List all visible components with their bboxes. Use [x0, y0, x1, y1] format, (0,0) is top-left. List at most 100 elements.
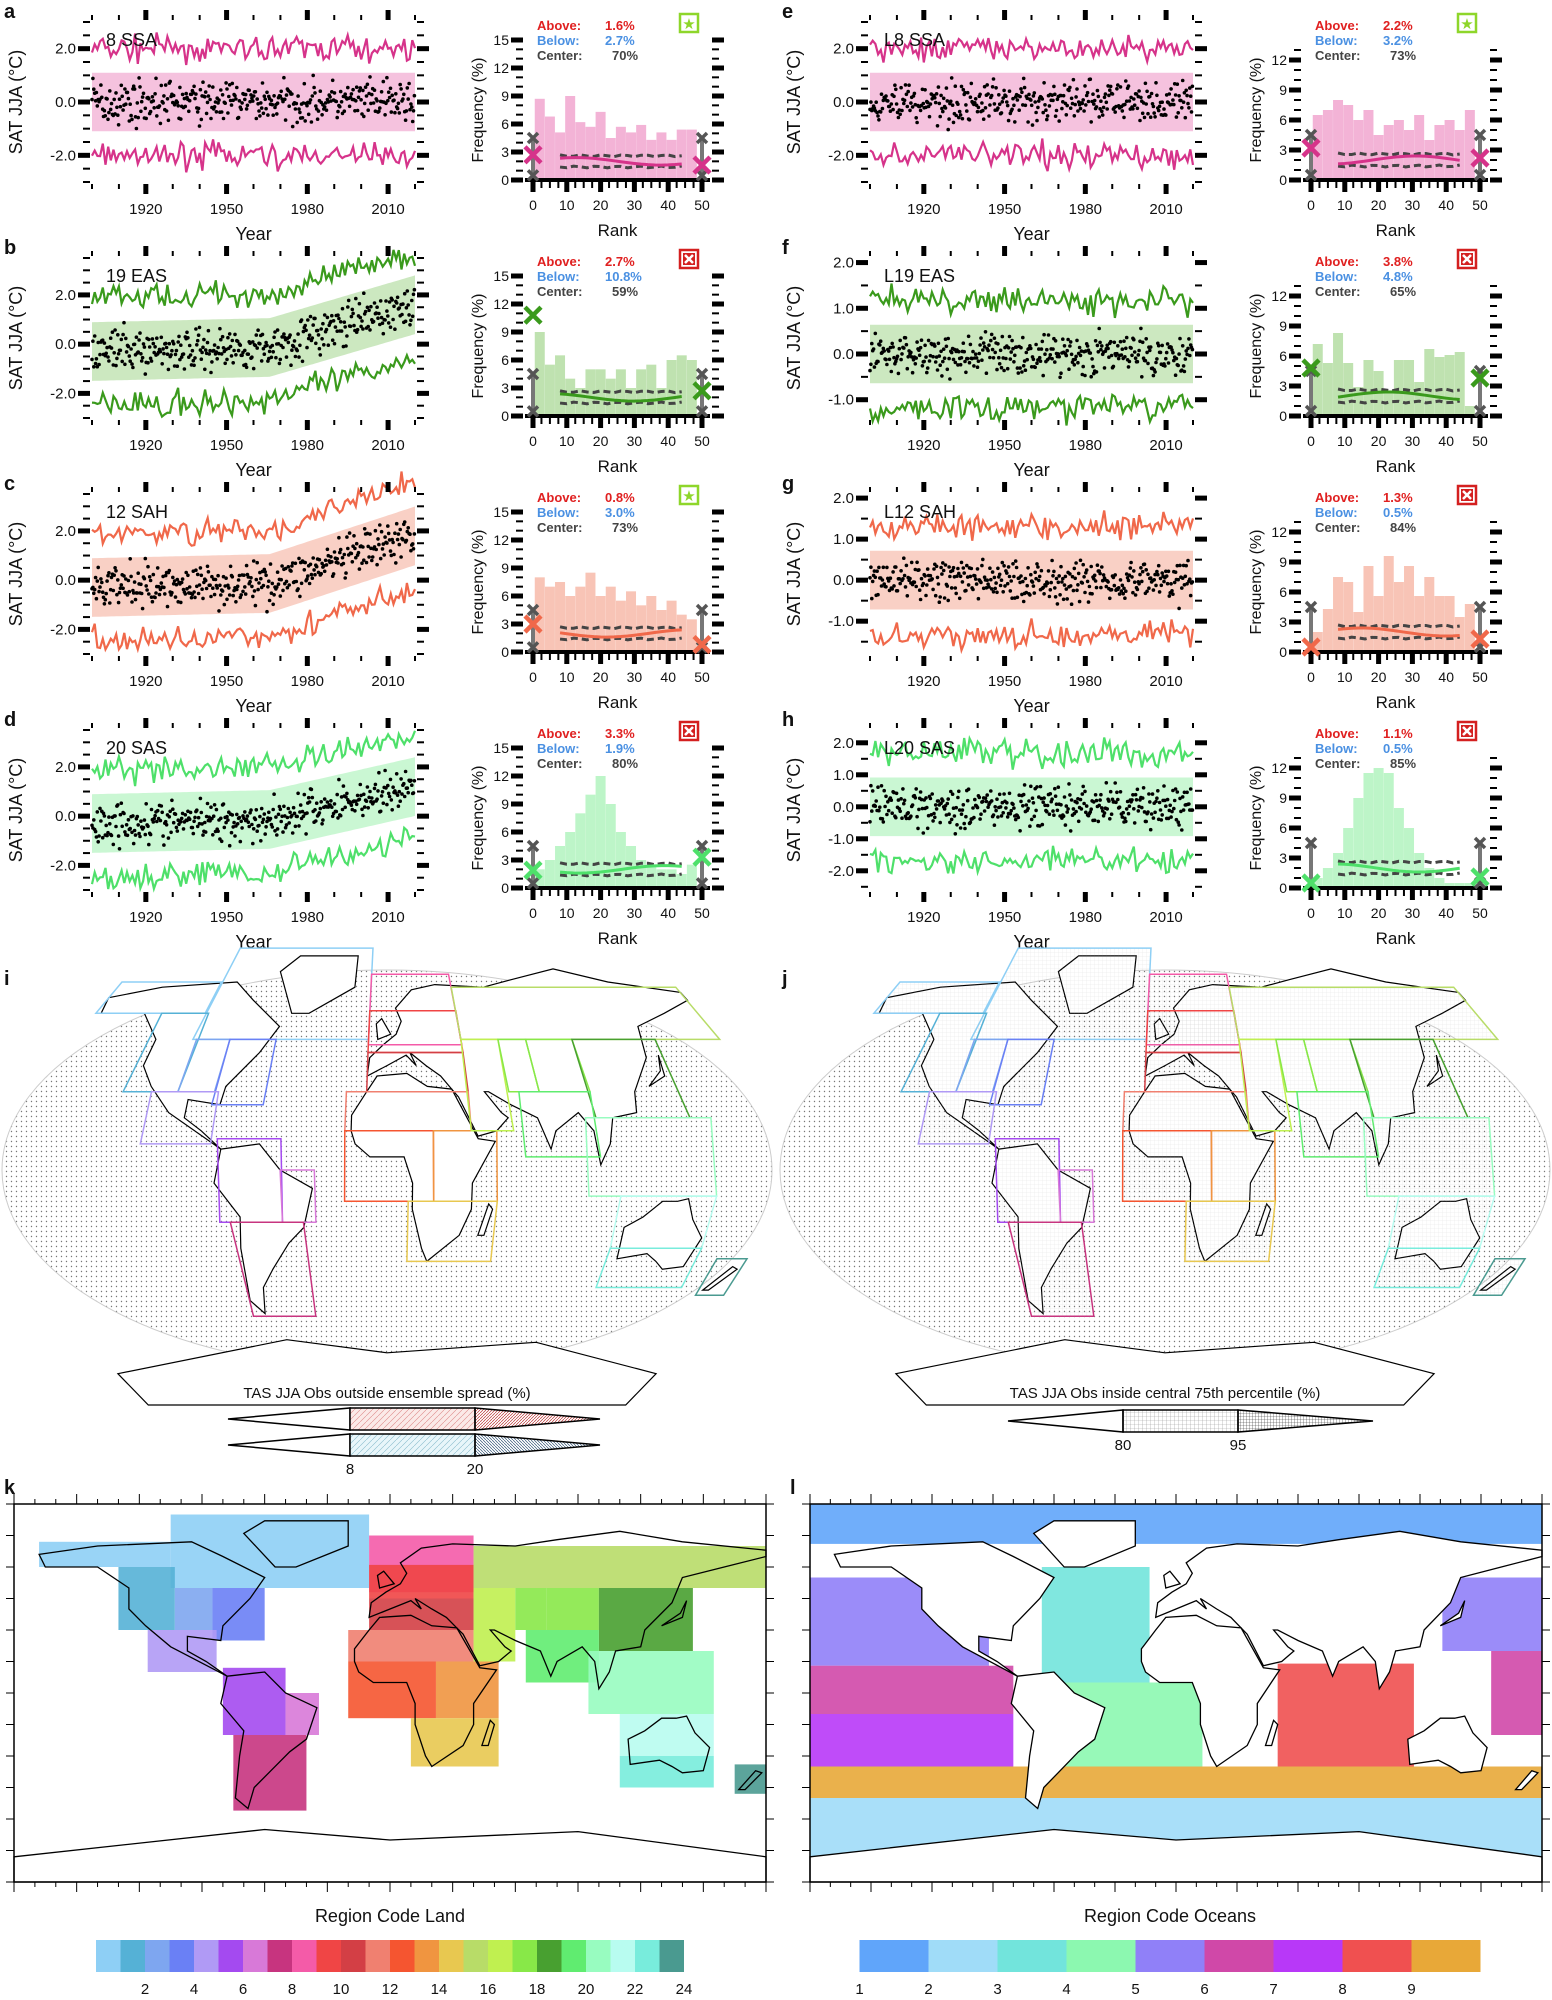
obs-point	[1097, 326, 1101, 331]
obs-point	[1062, 795, 1067, 799]
region-code-cell	[810, 1665, 1014, 1714]
obs-point	[300, 809, 305, 814]
obs-point	[1037, 99, 1041, 103]
obs-point	[346, 305, 350, 309]
obs-point	[932, 567, 936, 571]
obs-point	[904, 92, 909, 97]
rank-bar	[1434, 878, 1445, 888]
obs-point	[146, 361, 150, 365]
obs-point	[884, 794, 888, 799]
obs-point	[203, 90, 208, 94]
y-axis-label: SAT JJA (°C)	[784, 522, 804, 627]
model-range-marker	[1473, 404, 1487, 418]
obs-point	[1032, 591, 1037, 595]
obs-point	[1085, 90, 1090, 95]
obs-point	[1078, 558, 1083, 563]
obs-point	[1126, 578, 1131, 583]
obs-point	[275, 101, 280, 105]
obs-point	[1155, 796, 1159, 800]
y-tick-label: 6	[1279, 112, 1287, 128]
obs-point	[886, 349, 891, 353]
obs-point	[921, 581, 926, 586]
obs-point	[1031, 584, 1036, 588]
obs-point	[1042, 796, 1046, 800]
obs-point	[875, 110, 879, 115]
obs-point	[923, 574, 927, 578]
obs-point	[367, 555, 371, 559]
obs-point	[1066, 807, 1070, 811]
obs-point	[194, 568, 198, 572]
obs-point	[272, 593, 276, 597]
obs-point	[946, 336, 950, 341]
colorbar-tick-label: 3	[993, 1981, 1001, 1998]
rank-bar	[1312, 115, 1323, 180]
obs-point	[193, 595, 197, 600]
obs-point	[1148, 576, 1153, 580]
obs-point	[136, 823, 140, 827]
obs-point	[396, 101, 401, 106]
obs-point	[112, 97, 116, 102]
obs-point	[179, 600, 183, 605]
obs-point	[406, 790, 411, 795]
y-tick-label: 9	[1279, 318, 1287, 334]
obs-point	[1084, 571, 1088, 575]
obs-point	[1148, 348, 1152, 353]
x-tick-label: 10	[559, 905, 575, 921]
obs-point	[1073, 357, 1077, 362]
obs-point	[248, 99, 252, 104]
obs-point	[344, 795, 348, 799]
obs-point	[1132, 103, 1137, 107]
obs-point	[902, 346, 906, 350]
obs-point	[1141, 786, 1146, 790]
ensemble-upper-dashed	[559, 861, 682, 867]
obs-point	[409, 102, 413, 106]
obs-point	[271, 807, 276, 812]
obs-point	[309, 120, 314, 124]
obs-point	[177, 822, 181, 827]
obs-point	[273, 330, 277, 334]
colorbar-swatch	[316, 1940, 341, 1972]
obs-point	[1057, 574, 1061, 578]
obs-point	[1073, 102, 1077, 107]
obs-point	[1064, 804, 1069, 808]
obs-point	[399, 777, 403, 781]
obs-point	[251, 366, 256, 371]
obs-point	[349, 314, 354, 319]
y-tick-label: 6	[501, 116, 509, 132]
obs-point	[192, 363, 196, 368]
center-value: 84%	[1390, 520, 1416, 535]
obs-point	[870, 789, 875, 793]
obs-point	[254, 116, 259, 121]
obs-point	[214, 807, 219, 812]
obs-point	[1072, 566, 1077, 571]
obs-point	[915, 814, 919, 819]
obs-point	[1095, 88, 1100, 93]
center-value: 65%	[1390, 284, 1416, 299]
y-tick-label: 3	[501, 852, 509, 868]
obs-point	[259, 101, 263, 105]
x-tick-label: 1980	[291, 673, 324, 690]
obs-point	[1023, 576, 1028, 581]
obs-point	[299, 581, 304, 586]
obs-point	[395, 106, 400, 111]
colorbar-swatch	[1411, 1940, 1481, 1972]
obs-point	[1053, 595, 1058, 599]
colorbar-tick-label: 6	[1200, 1981, 1208, 1998]
rank-bar	[1393, 120, 1404, 180]
obs-point	[880, 106, 885, 111]
obs-point	[1152, 111, 1156, 115]
cross-icon-mark	[1462, 254, 1472, 264]
obs-point	[335, 115, 340, 120]
obs-point	[313, 91, 317, 95]
obs-point	[1133, 593, 1138, 597]
obs-point	[343, 92, 348, 96]
obs-point	[233, 332, 237, 337]
obs-point	[1108, 339, 1113, 344]
x-tick-label: 2010	[371, 909, 404, 926]
obs-point	[1146, 810, 1150, 814]
obs-point	[1018, 580, 1022, 585]
obs-point	[970, 356, 974, 361]
obs-point	[353, 109, 357, 113]
obs-point	[924, 593, 928, 598]
